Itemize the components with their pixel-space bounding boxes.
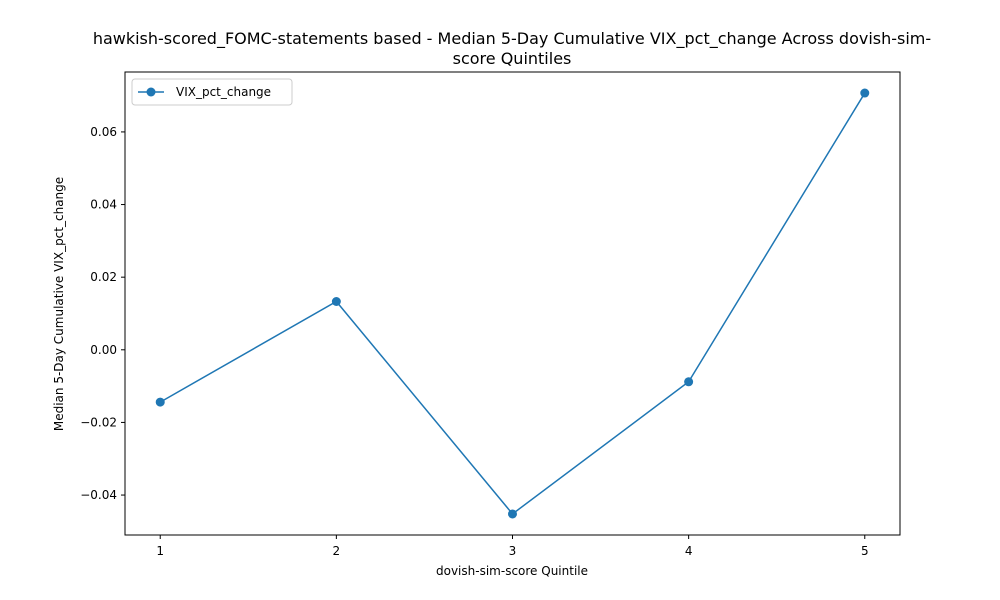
- legend-label-vix-pct-change: VIX_pct_change: [176, 85, 271, 99]
- y-tick-label: 0.04: [90, 198, 117, 212]
- y-axis-label: Median 5-Day Cumulative VIX_pct_change: [52, 177, 66, 431]
- y-tick-label: 0.00: [90, 343, 117, 357]
- y-axis-ticks: −0.04 −0.02 0.00 0.02 0.04 0.06: [80, 125, 125, 502]
- x-tick-label: 2: [333, 544, 341, 558]
- chart-title-line-2: score Quintiles: [453, 49, 572, 68]
- x-tick-label: 3: [509, 544, 517, 558]
- series-group: [155, 88, 870, 519]
- legend-marker-sample: [146, 87, 156, 97]
- x-axis-ticks: 1 2 3 4 5: [156, 535, 869, 558]
- x-tick-label: 5: [861, 544, 869, 558]
- y-tick-label: 0.06: [90, 125, 117, 139]
- x-tick-label: 4: [685, 544, 693, 558]
- chart-title-line-1: hawkish-scored_FOMC-statements based - M…: [93, 29, 931, 49]
- plot-area: [124, 71, 901, 536]
- legend: VIX_pct_change: [131, 78, 293, 106]
- y-tick-label: −0.04: [80, 488, 117, 502]
- x-axis-label: dovish-sim-score Quintile: [436, 564, 588, 578]
- data-point: [331, 297, 341, 307]
- x-tick-label: 1: [156, 544, 164, 558]
- data-point: [508, 509, 517, 519]
- data-point: [860, 88, 870, 98]
- data-point: [155, 397, 165, 407]
- legend-frame: [131, 78, 293, 106]
- y-tick-label: 0.02: [90, 270, 117, 284]
- y-tick-label: −0.02: [80, 415, 117, 429]
- data-point: [684, 377, 694, 387]
